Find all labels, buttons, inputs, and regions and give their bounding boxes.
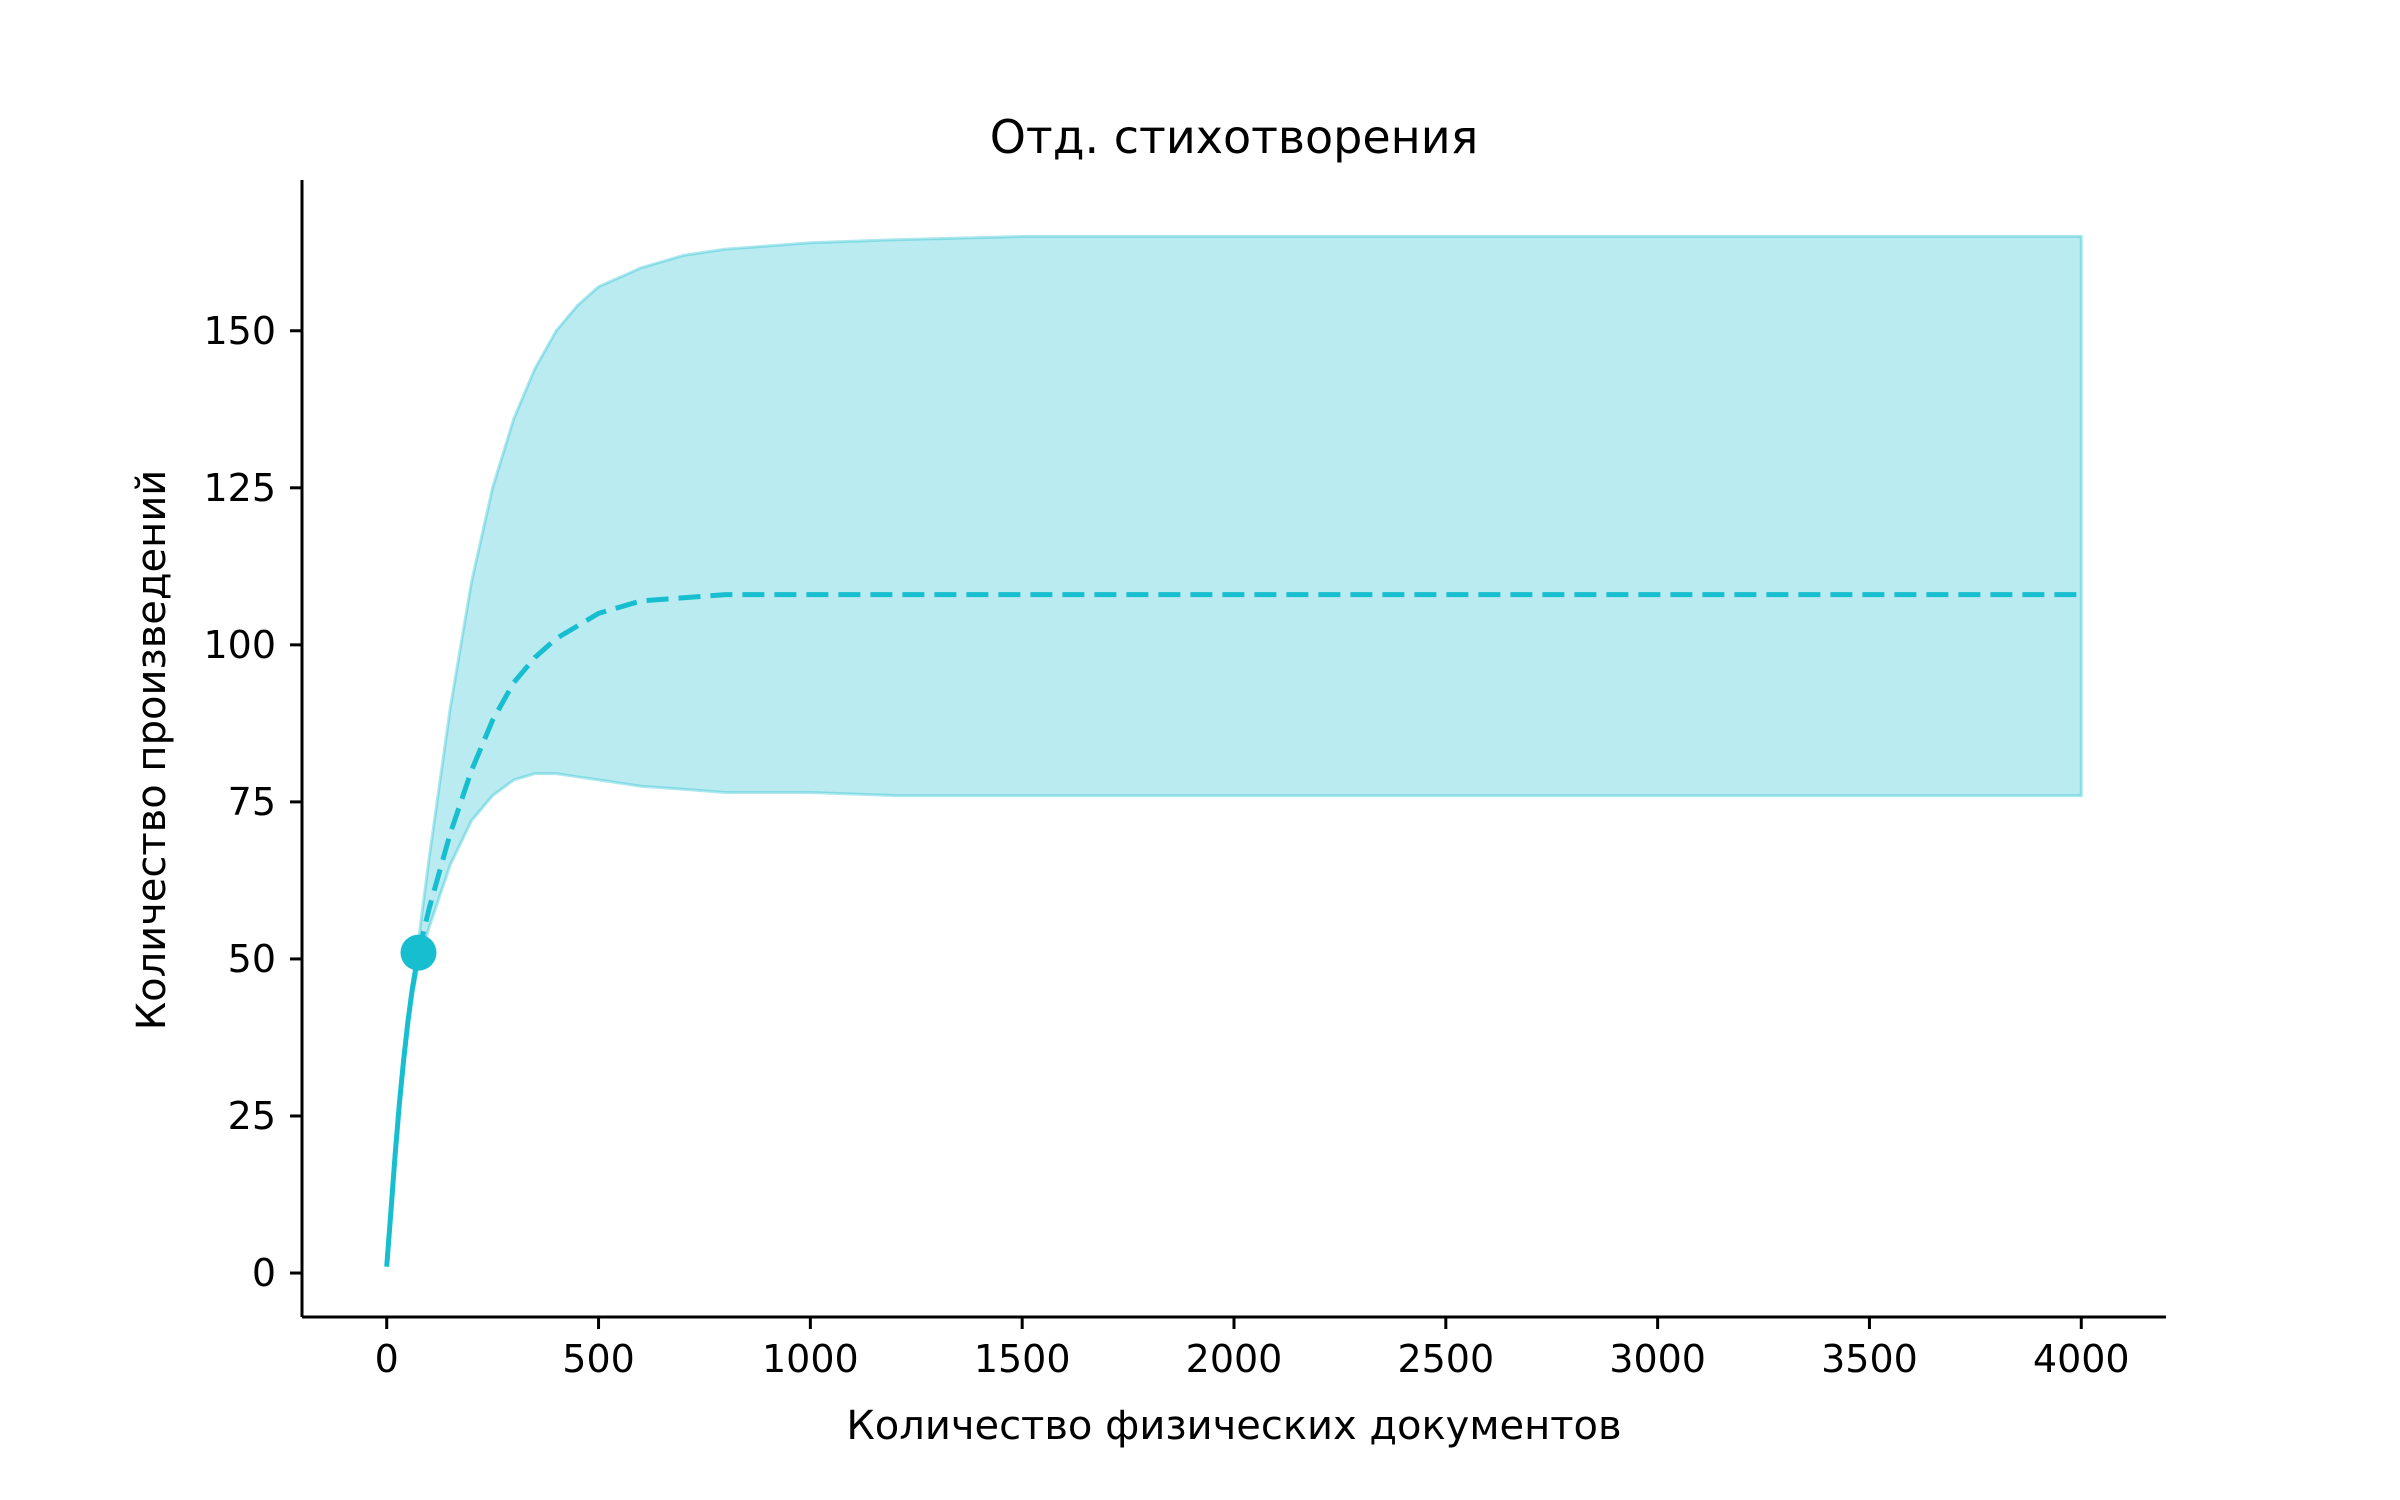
- y-tick-label: 50: [228, 937, 276, 981]
- confidence-band: [385, 235, 2083, 1267]
- y-tick-label: 100: [203, 623, 276, 667]
- y-tick-label: 0: [252, 1251, 276, 1295]
- x-axis-label: Количество физических документов: [846, 1403, 1621, 1449]
- x-tick-label: 3000: [1609, 1337, 1706, 1381]
- x-tick-label: 1000: [762, 1337, 859, 1381]
- x-tick-label: 1500: [974, 1337, 1071, 1381]
- series-dashed-line: [416, 592, 2082, 954]
- x-tick-label: 3500: [1821, 1337, 1918, 1381]
- chart-title: Отд. стихотворения: [990, 110, 1479, 164]
- y-ticks: 0 25 50 75 100 125 150: [203, 309, 302, 1295]
- x-tick-label: 0: [375, 1337, 399, 1381]
- series-solid-line: [384, 952, 421, 1267]
- y-tick-label: 75: [228, 780, 276, 824]
- y-tick-label: 125: [203, 466, 276, 510]
- x-tick-label: 2500: [1397, 1337, 1494, 1381]
- y-tick-label: 25: [228, 1094, 276, 1138]
- x-tick-label: 4000: [2033, 1337, 2130, 1381]
- y-axis-label: Количество произведений: [129, 470, 175, 1031]
- x-tick-label: 2000: [1186, 1337, 1283, 1381]
- x-ticks: 0 500 1000 1500 2000 2500 3000 3500 4000: [375, 1317, 2130, 1381]
- y-tick-label: 150: [203, 309, 276, 353]
- plot-area: [384, 235, 2083, 1267]
- x-tick-label: 500: [562, 1337, 635, 1381]
- observed-point: [400, 934, 437, 971]
